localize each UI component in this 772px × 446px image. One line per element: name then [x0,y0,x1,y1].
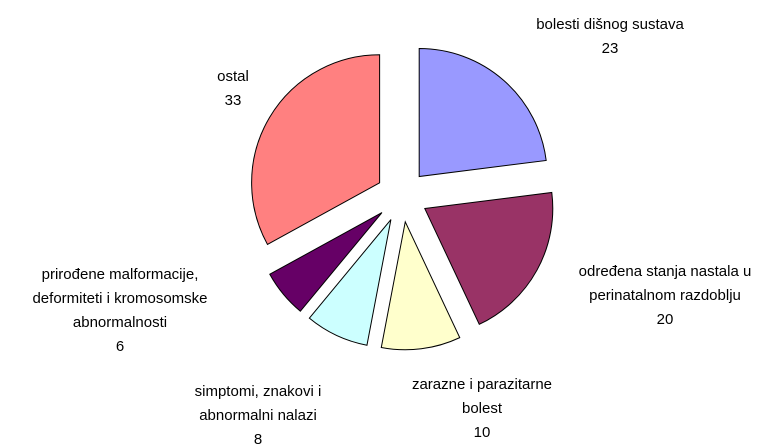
slice-label: bolesti dišnog sustava [536,16,684,33]
slice-label: određena stanja nastala u [579,263,752,280]
slice-value: 8 [254,431,262,446]
slice-value: 23 [602,40,619,57]
slice-value: 20 [657,311,674,328]
slice-label: perinatalnom razdoblju [589,287,741,304]
pie-slice [308,219,392,346]
slice-label: prirođene malformacije, [42,266,199,283]
pie-slice [418,47,547,178]
slice-value: 33 [225,92,242,109]
pie-slice [380,220,461,351]
pie-slice [251,54,381,246]
slice-value: 6 [116,338,124,355]
slice-label: zarazne i parazitarne [412,376,552,393]
slice-value: 10 [474,424,491,441]
slice-label: abnormalnosti [73,314,167,331]
slice-label: deformiteti i kromosomske [32,290,207,307]
slice-label: ostal [217,68,249,85]
slice-label: simptomi, znakovi i [195,383,322,400]
slice-label: bolest [462,400,503,417]
slice-label: abnormalni nalazi [199,407,317,424]
pie-slice [269,212,383,312]
pie-slice [424,191,554,326]
